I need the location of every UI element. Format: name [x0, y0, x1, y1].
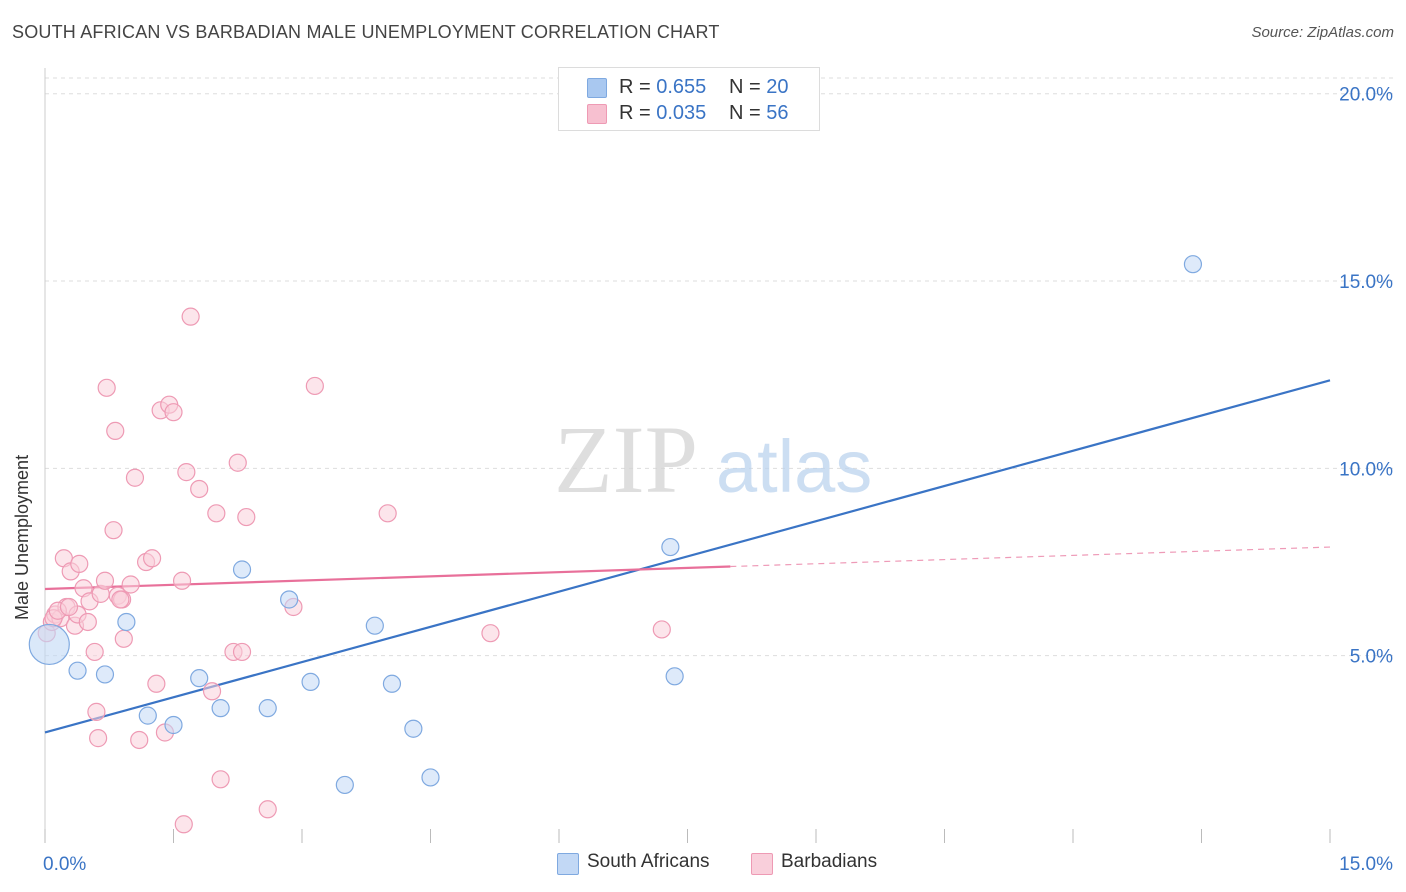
point-south-africans — [1183, 255, 1203, 274]
trend-line-south-africans — [44, 379, 1331, 734]
point-barbadians — [190, 479, 209, 499]
y-tick-label: 10.0% — [1339, 459, 1393, 480]
point-barbadians — [114, 629, 133, 648]
legend-swatch-pink — [751, 853, 773, 875]
point-barbadians — [237, 507, 256, 527]
point-barbadians — [78, 612, 97, 632]
point-south-africans — [68, 661, 87, 680]
point-barbadians — [89, 729, 108, 748]
point-south-africans — [232, 560, 252, 579]
y-tick-label: 15.0% — [1339, 272, 1393, 293]
point-barbadians — [87, 702, 106, 721]
tick-labels: 5.0% 10.0% 15.0% 20.0% 0.0% 15.0% — [43, 85, 1393, 875]
point-barbadians — [164, 403, 183, 422]
point-barbadians — [59, 597, 79, 617]
trend-line-barbadians-extension — [730, 546, 1331, 568]
y-axis-label: Male Unemployment — [12, 454, 32, 620]
point-barbadians — [130, 730, 149, 750]
legend-swatch-blue — [557, 853, 579, 875]
point-south-africans — [382, 674, 402, 693]
point-barbadians — [378, 504, 397, 523]
axes — [44, 68, 1331, 843]
point-south-africans — [164, 715, 183, 735]
correlation-legend: R = 0.655 N = 20 R = 0.035 N = 56 — [558, 67, 820, 131]
point-barbadians — [202, 682, 222, 701]
point-south-africans — [280, 590, 299, 609]
point-south-africans — [138, 706, 157, 725]
point-barbadians — [174, 815, 193, 834]
point-south-africans — [211, 699, 230, 718]
x-tick-label: 15.0% — [1339, 854, 1393, 875]
point-barbadians — [181, 307, 200, 326]
legend-r-text: R = 0.035 — [619, 102, 707, 124]
point-barbadians — [172, 571, 192, 590]
point-barbadians — [177, 463, 196, 482]
point-south-africans — [301, 672, 320, 692]
watermark-atlas: atlas — [716, 425, 872, 508]
point-barbadians — [207, 504, 226, 523]
chart-title: SOUTH AFRICAN VS BARBADIAN MALE UNEMPLOY… — [12, 22, 720, 42]
point-south-africans — [335, 775, 354, 795]
point-barbadians — [106, 421, 125, 441]
x-tick-label: 0.0% — [43, 854, 86, 875]
point-barbadians — [85, 642, 104, 662]
point-barbadians — [232, 642, 252, 662]
point-barbadians — [97, 378, 116, 397]
point-barbadians — [125, 468, 145, 487]
point-barbadians — [211, 770, 230, 789]
watermark-zip: ZIP — [554, 406, 698, 513]
point-south-africans — [404, 719, 423, 738]
legend-swatch-blue — [587, 78, 607, 98]
legend-n-text: N = 56 — [729, 102, 789, 124]
legend-r-text: R = 0.655 — [619, 76, 707, 98]
point-south-africans — [95, 665, 115, 684]
point-south-africans — [258, 699, 277, 718]
point-barbadians — [104, 521, 123, 540]
point-south-africans — [28, 623, 70, 666]
point-south-africans — [365, 616, 384, 635]
point-south-africans — [661, 537, 680, 557]
point-barbadians — [228, 453, 247, 472]
source-label: Source: ZipAtlas.com — [1251, 24, 1394, 41]
legend-n-text: N = 20 — [729, 76, 789, 98]
point-barbadians — [147, 674, 166, 693]
point-barbadians — [70, 554, 89, 573]
point-barbadians — [95, 571, 115, 590]
point-south-africans — [117, 612, 136, 632]
y-tick-label: 20.0% — [1339, 85, 1393, 106]
legend-swatch-pink — [587, 104, 607, 124]
trend-line-barbadians — [44, 565, 731, 591]
point-barbadians — [258, 800, 277, 819]
data-points — [28, 255, 1203, 834]
point-barbadians — [111, 590, 130, 609]
trend-lines — [44, 379, 1331, 734]
point-south-africans — [421, 768, 440, 787]
y-tick-label: 5.0% — [1350, 647, 1393, 668]
point-barbadians — [121, 575, 140, 594]
point-south-africans — [665, 667, 684, 686]
point-barbadians — [481, 624, 500, 643]
point-barbadians — [652, 620, 671, 639]
point-south-africans — [190, 669, 209, 688]
point-barbadians — [305, 376, 324, 396]
point-barbadians — [142, 549, 162, 568]
